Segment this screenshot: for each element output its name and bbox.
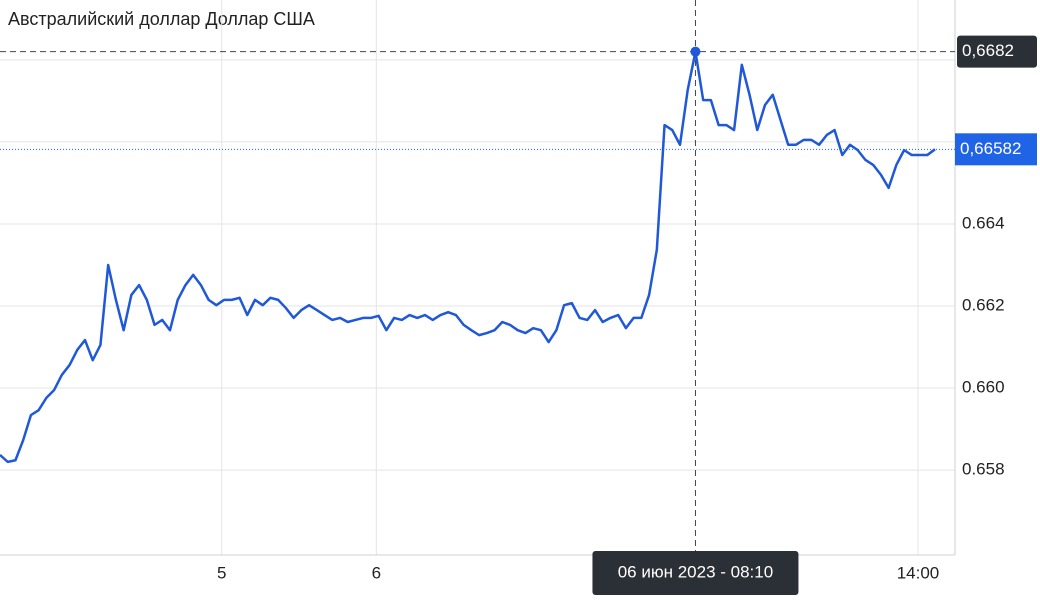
x-tick-label: 5 [217, 563, 226, 582]
x-tick-label: 6 [372, 563, 381, 582]
crosshair-x-tag [592, 551, 799, 595]
crosshair-x-label: 06 июн 2023 - 08:10 [618, 562, 773, 581]
y-tick-label: 0.658 [962, 460, 1005, 479]
price-line [0, 50, 936, 464]
y-tick-label: 0.664 [962, 213, 1005, 232]
x-tick-label: 14:00 [897, 563, 940, 582]
crosshair-dot [690, 46, 701, 57]
y-tick-label: 0.660 [962, 378, 1005, 397]
last-price-label: 0,66582 [960, 139, 1021, 158]
last-price-tag [955, 133, 1037, 166]
chart-title: Австралийский доллар Доллар США [8, 9, 315, 29]
crosshair-y-label: 0,6682 [962, 41, 1014, 60]
crosshair-y-tag [957, 35, 1037, 68]
y-tick-label: 0.662 [962, 295, 1005, 314]
